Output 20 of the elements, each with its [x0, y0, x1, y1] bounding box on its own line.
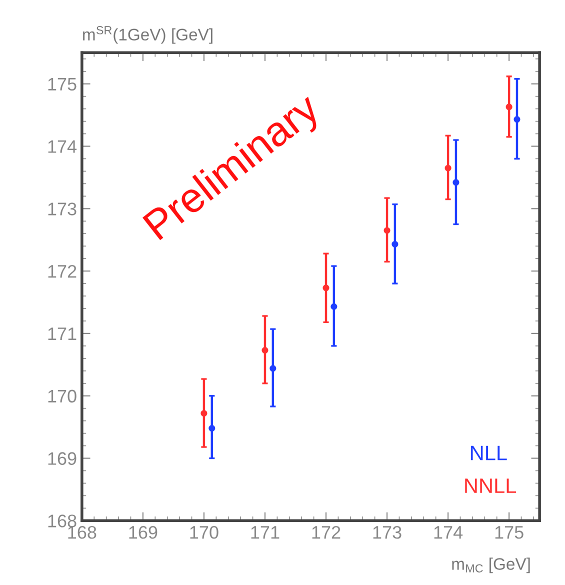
x-tick-label: 169 — [129, 526, 158, 539]
text: NLL — [471, 446, 507, 460]
y-tick-label: 173 — [48, 202, 76, 216]
y-tick-label: 175 — [48, 78, 76, 91]
y-axis-title: m$^{SR}$(1GeV) [GeV] — [83, 26, 212, 44]
y-tick-label: 174 — [48, 140, 77, 153]
y-tick-label: 172 — [48, 264, 76, 278]
y-tick-label: 170 — [48, 390, 76, 403]
y-tick-label: 168 — [48, 514, 76, 528]
x-tick-label: 170 — [190, 526, 218, 539]
x-tick-label: 171 — [251, 526, 280, 539]
x-tick-label: 174 — [434, 526, 463, 539]
x-tick-label: 175 — [495, 526, 524, 539]
x-axis-title: m$_{MC}$ [GeV] — [452, 558, 530, 574]
x-tick-label: 168 — [68, 526, 96, 539]
y-tick-label: 169 — [48, 452, 76, 465]
x-tick-label: 172 — [312, 526, 340, 539]
x-tick-label: 173 — [373, 526, 402, 539]
text: NNLL — [465, 478, 516, 493]
y-tick-label: 171 — [48, 328, 76, 340]
